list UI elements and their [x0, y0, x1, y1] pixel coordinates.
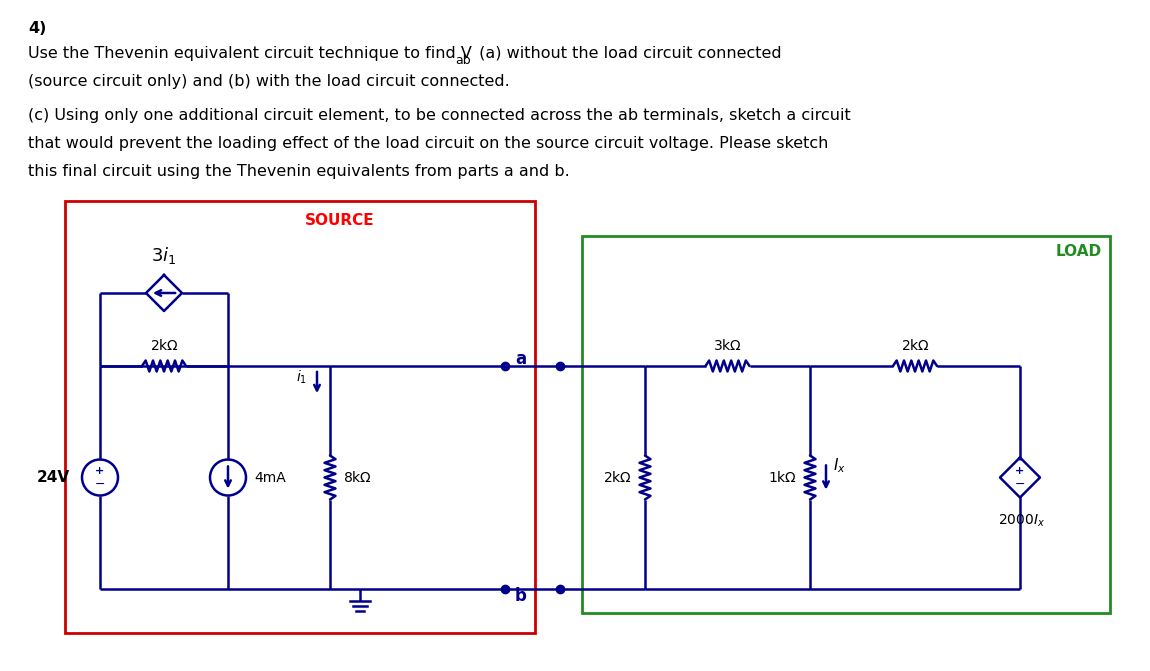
Text: −: −	[1014, 478, 1026, 491]
Text: Use the Thevenin equivalent circuit technique to find V: Use the Thevenin equivalent circuit tech…	[28, 46, 471, 61]
Text: this final circuit using the Thevenin equivalents from parts a and b.: this final circuit using the Thevenin eq…	[28, 164, 569, 179]
Text: 2k$\Omega$: 2k$\Omega$	[603, 470, 632, 485]
Text: b: b	[515, 587, 527, 605]
Text: (c) Using only one additional circuit element, to be connected across the ab ter: (c) Using only one additional circuit el…	[28, 108, 851, 123]
Text: 24V: 24V	[37, 470, 70, 485]
Text: SOURCE: SOURCE	[305, 213, 375, 228]
Text: 2000$I_x$: 2000$I_x$	[998, 513, 1045, 529]
Text: −: −	[94, 478, 106, 491]
Text: 2k$\Omega$: 2k$\Omega$	[900, 338, 929, 353]
Text: 1k$\Omega$: 1k$\Omega$	[768, 470, 797, 485]
Text: $3i_1$: $3i_1$	[152, 245, 177, 266]
Text: $I_x$: $I_x$	[833, 456, 846, 475]
Text: +: +	[1015, 466, 1025, 476]
Text: 2k$\Omega$: 2k$\Omega$	[150, 338, 178, 353]
Text: (source circuit only) and (b) with the load circuit connected.: (source circuit only) and (b) with the l…	[28, 74, 509, 89]
Bar	[582, 236, 1110, 613]
Text: LOAD: LOAD	[1056, 244, 1102, 259]
Text: that would prevent the loading effect of the load circuit on the source circuit : that would prevent the loading effect of…	[28, 136, 828, 151]
Text: 8k$\Omega$: 8k$\Omega$	[343, 470, 371, 485]
Bar	[66, 201, 535, 633]
Text: ab: ab	[455, 54, 472, 66]
Text: $i_1$: $i_1$	[296, 369, 307, 386]
Text: 3k$\Omega$: 3k$\Omega$	[713, 338, 742, 353]
Text: 4): 4)	[28, 21, 46, 36]
Text: a: a	[515, 350, 527, 368]
Text: +: +	[95, 466, 105, 476]
Text: 4mA: 4mA	[254, 470, 285, 484]
Text: (a) without the load circuit connected: (a) without the load circuit connected	[474, 46, 782, 61]
